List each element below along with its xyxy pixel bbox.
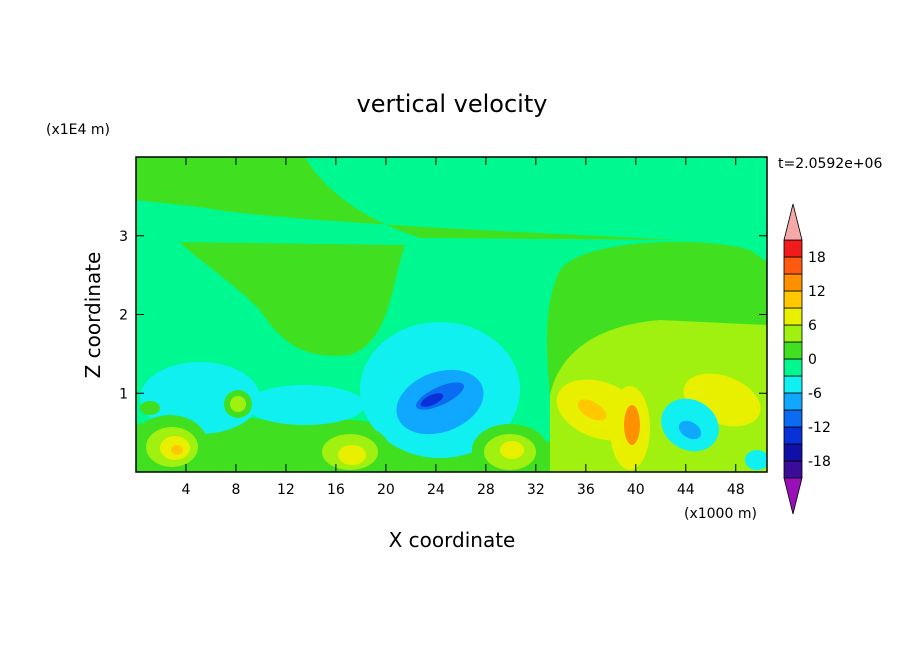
colorbar-box [783, 443, 803, 462]
contour-region [624, 405, 640, 445]
colorbar-label: 0 [808, 352, 817, 368]
x-tick-label: 20 [377, 482, 395, 498]
contour-region [180, 242, 405, 356]
x-tick-label: 4 [182, 482, 191, 498]
x-tick-label: 36 [577, 482, 595, 498]
x-units: (x1000 m) [684, 506, 757, 522]
y-tick-label: 3 [119, 229, 128, 245]
x-tick-label: 28 [477, 482, 495, 498]
colorbar-triangle [783, 203, 803, 241]
colorbar-label: -6 [808, 386, 822, 402]
x-tick-label: 24 [427, 482, 445, 498]
x-tick-label: 8 [231, 482, 240, 498]
contour-region [338, 445, 366, 465]
colorbar-triangle [783, 477, 803, 515]
x-tick-label: 40 [627, 482, 645, 498]
contour-region [245, 385, 365, 425]
colorbar-label: 6 [808, 318, 817, 334]
colorbar-box [783, 392, 803, 411]
x-tick-label: 32 [527, 482, 545, 498]
colorbar-label: 12 [808, 284, 826, 300]
y-axis-label: Z coordinate [81, 252, 105, 379]
contour-region [136, 157, 680, 240]
contour-region [577, 399, 607, 421]
contour-field [136, 157, 767, 472]
colorbar-box [783, 426, 803, 445]
contour-region [745, 450, 767, 470]
colorbar-box [783, 307, 803, 326]
colorbar-label: -18 [808, 454, 831, 470]
contour-region [420, 393, 444, 407]
y-tick-label: 2 [119, 308, 128, 324]
x-tick-label: 44 [677, 482, 695, 498]
chart-title: vertical velocity [357, 90, 548, 118]
contour-region [140, 401, 160, 415]
colorbar-box [783, 256, 803, 275]
contour-region [678, 420, 702, 440]
contour-region [500, 441, 524, 459]
y-tick-label: 1 [119, 386, 128, 402]
colorbar-box [783, 324, 803, 343]
y-units: (x1E4 m) [46, 122, 110, 138]
colorbar-box [783, 358, 803, 377]
colorbar-box [783, 273, 803, 292]
contour-region [171, 445, 183, 455]
x-tick-label: 48 [727, 482, 745, 498]
colorbar-box [783, 341, 803, 360]
colorbar-box [783, 460, 803, 479]
contour-region [230, 396, 246, 412]
colorbar-box [783, 375, 803, 394]
colorbar-label: 18 [808, 250, 826, 266]
colorbar-box [783, 239, 803, 258]
time-label: t=2.0592e+06 [778, 156, 882, 172]
x-tick-label: 12 [277, 482, 295, 498]
colorbar-box [783, 409, 803, 428]
colorbar-box [783, 290, 803, 309]
x-tick-label: 16 [327, 482, 345, 498]
x-axis-label: X coordinate [389, 528, 516, 552]
colorbar-label: -12 [808, 420, 831, 436]
